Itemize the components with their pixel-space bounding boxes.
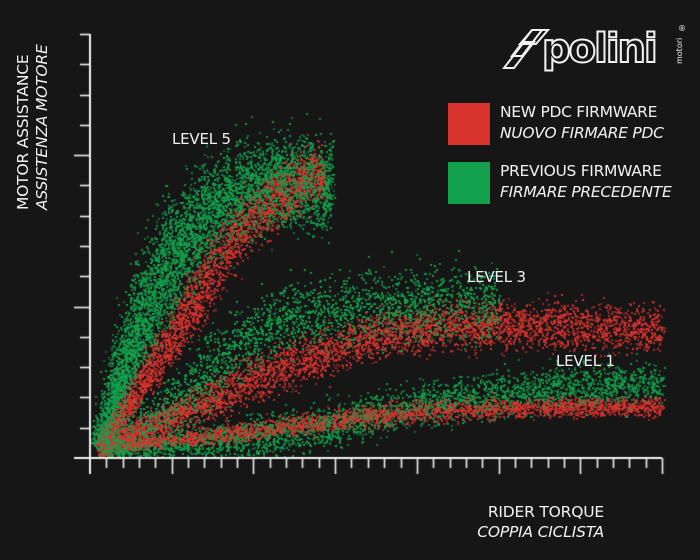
annotation-level-1: LEVEL 1: [556, 352, 615, 370]
legend-label-new-it: NUOVO FIRMARE PDC: [500, 124, 664, 142]
x-axis-title: RIDER TORQUE COPPIA CICLISTA: [477, 502, 604, 542]
annotation-level-5: LEVEL 5: [172, 130, 231, 148]
svg-text:motori: motori: [675, 38, 684, 64]
svg-text:®: ®: [678, 24, 686, 33]
legend-swatch-green: [448, 162, 490, 204]
legend-label-previous: PREVIOUS FIRMWARE: [500, 162, 662, 180]
x-axis-title-en: RIDER TORQUE: [487, 503, 604, 521]
annotation-level-3: LEVEL 3: [467, 268, 526, 286]
legend-label-previous-it: FIRMARE PRECEDENTE: [500, 183, 672, 201]
x-axis-title-it: COPPIA CICLISTA: [477, 523, 604, 541]
y-axis-title: MOTOR ASSISTANCE ASSISTENZA MOTORE: [14, 44, 52, 210]
logo-stripes-icon: [502, 29, 551, 69]
y-axis-title-en: MOTOR ASSISTANCE: [14, 54, 32, 210]
legend-label-new: NEW PDC FIRMWARE: [500, 103, 658, 121]
polini-logo: polini motori ®: [502, 24, 686, 72]
legend-swatch-red: [448, 103, 490, 145]
y-axis-title-it: ASSISTENZA MOTORE: [33, 44, 51, 210]
svg-text:polini: polini: [542, 26, 656, 72]
